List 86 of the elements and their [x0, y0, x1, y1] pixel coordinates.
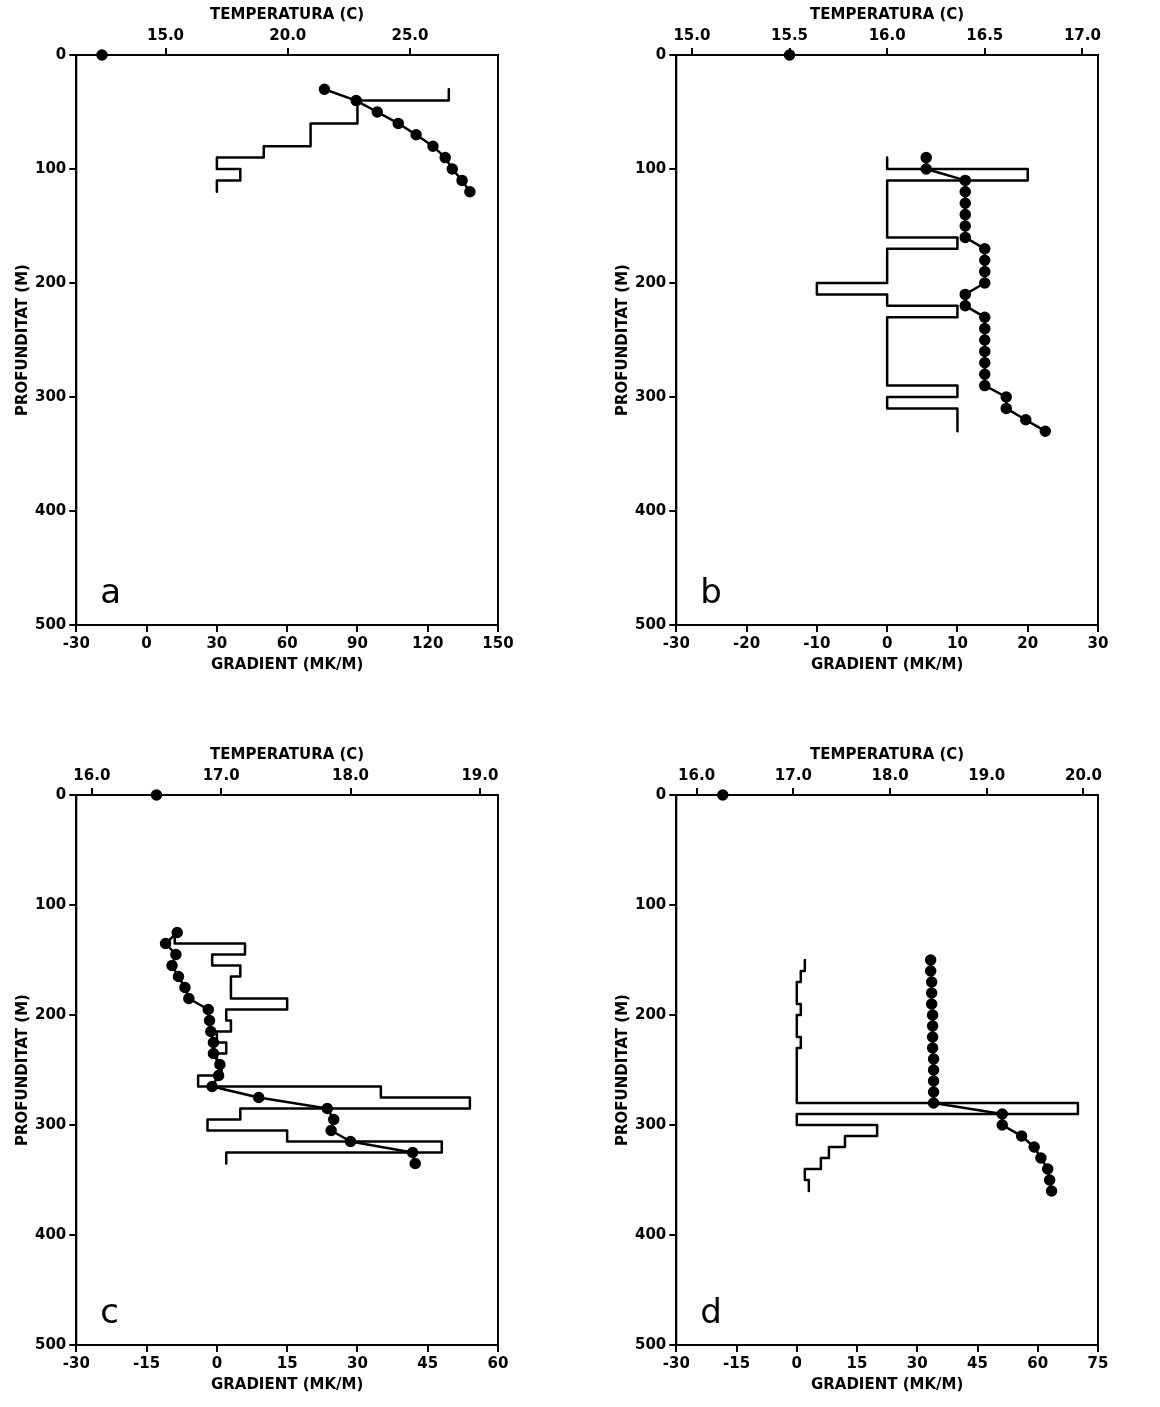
x2-tick-label: 25.0	[391, 25, 429, 44]
x-tick-label: 15	[846, 1353, 868, 1372]
x2-tick-label: 16.0	[868, 25, 906, 44]
x-tick-label: 0	[791, 1353, 803, 1372]
x-tick-label: 0	[881, 633, 893, 652]
x2-tick-label: 18.0	[332, 765, 370, 784]
y-tick-label: 100	[35, 158, 67, 177]
x-tick-label: 60	[487, 1353, 509, 1372]
y-tick-label: 200	[35, 272, 67, 291]
x2-tick-label: 16.5	[966, 25, 1004, 44]
y-tick-label: 100	[635, 894, 667, 913]
x2-tick-label: 16.0	[678, 765, 716, 784]
x2-tick-label: 16.0	[73, 765, 111, 784]
x-tick-label: 30	[1087, 633, 1109, 652]
y-tick-label: 100	[635, 158, 667, 177]
y-tick-label: 300	[35, 1114, 67, 1133]
y-tick-label: 500	[635, 1334, 667, 1353]
y-tick-label: 200	[635, 272, 667, 291]
x2-tick-label: 17.0	[774, 765, 812, 784]
x2-tick-label: 20.0	[1064, 765, 1102, 784]
x-tick-label: -15	[723, 1353, 751, 1372]
x-tick-label: 60	[1027, 1353, 1049, 1372]
y-tick-label: 400	[635, 500, 667, 519]
y-axis-title: PROFUNDITAT (M)	[612, 264, 631, 416]
y-tick-label: 0	[55, 44, 67, 63]
x-tick-label: 30	[206, 633, 228, 652]
x-tick-label: 150	[482, 633, 514, 652]
annotation: c	[100, 1290, 120, 1331]
x-axis-title: GRADIENT (MK/M)	[210, 1374, 364, 1393]
x2-tick-label: 18.0	[871, 765, 909, 784]
x-tick-label: -15	[133, 1353, 161, 1372]
x-tick-label: 0	[141, 633, 152, 652]
x2-tick-label: 17.0	[1063, 25, 1101, 44]
x2-tick-label: 15.0	[147, 25, 185, 44]
y-axis-title: PROFUNDITAT (M)	[612, 994, 631, 1146]
y-tick-label: 0	[655, 784, 667, 803]
x2-tick-label: 19.0	[461, 765, 499, 784]
x-tick-label: -10	[803, 633, 831, 652]
y-tick-label: 300	[635, 1114, 667, 1133]
annotation: b	[700, 570, 722, 611]
x-tick-label: -20	[733, 633, 761, 652]
y-tick-label: 500	[35, 614, 67, 633]
annotation: a	[100, 570, 122, 611]
y-tick-label: 100	[35, 894, 67, 913]
x-tick-label: 10	[947, 633, 968, 652]
x-tick-label: 0	[211, 1353, 223, 1372]
y-tick-label: 200	[35, 1004, 67, 1023]
x-tick-label: 45	[417, 1353, 439, 1372]
y-tick-label: 400	[35, 500, 67, 519]
x2-axis-title: TEMPERATURA (C)	[810, 744, 965, 763]
x-tick-label: 120	[412, 633, 444, 652]
x-axis-title: GRADIENT (MK/M)	[810, 654, 964, 673]
x2-tick-label: 17.0	[202, 765, 240, 784]
x-tick-label: -30	[62, 1353, 90, 1372]
x-tick-label: 20	[1017, 633, 1039, 652]
x2-axis-title: TEMPERATURA (C)	[210, 744, 365, 763]
y-axis-title: PROFUNDITAT (M)	[12, 994, 31, 1146]
y-tick-label: 400	[635, 1224, 667, 1243]
x-axis-title: GRADIENT (MK/M)	[810, 1374, 964, 1393]
y-tick-label: 400	[35, 1224, 67, 1243]
x2-tick-label: 15.0	[673, 25, 711, 44]
x-tick-label: -30	[662, 633, 690, 652]
x-tick-label: 75	[1087, 1353, 1109, 1372]
x-tick-label: 30	[347, 1353, 368, 1372]
y-tick-label: 0	[655, 44, 667, 63]
x-tick-label: 90	[347, 633, 368, 652]
x-tick-label: -30	[662, 1353, 690, 1372]
x-tick-label: 45	[967, 1353, 988, 1372]
y-tick-label: 500	[35, 1334, 67, 1353]
annotation: d	[700, 1290, 722, 1331]
x2-tick-label: 15.5	[771, 25, 809, 44]
x-tick-label: 60	[276, 633, 298, 652]
x2-tick-label: 20.0	[269, 25, 307, 44]
x2-axis-title: TEMPERATURA (C)	[210, 4, 365, 23]
x-tick-label: -30	[62, 633, 90, 652]
x2-axis-title: TEMPERATURA (C)	[810, 4, 965, 23]
y-tick-label: 200	[635, 1004, 667, 1023]
x-tick-label: 15	[276, 1353, 298, 1372]
y-tick-label: 0	[55, 784, 67, 803]
x-tick-label: 30	[906, 1353, 928, 1372]
y-axis-title: PROFUNDITAT (M)	[12, 264, 31, 416]
y-tick-label: 500	[635, 614, 667, 633]
y-tick-label: 300	[635, 386, 667, 405]
y-tick-label: 300	[35, 386, 67, 405]
x2-tick-label: 19.0	[968, 765, 1006, 784]
x-axis-title: GRADIENT (MK/M)	[210, 654, 364, 673]
